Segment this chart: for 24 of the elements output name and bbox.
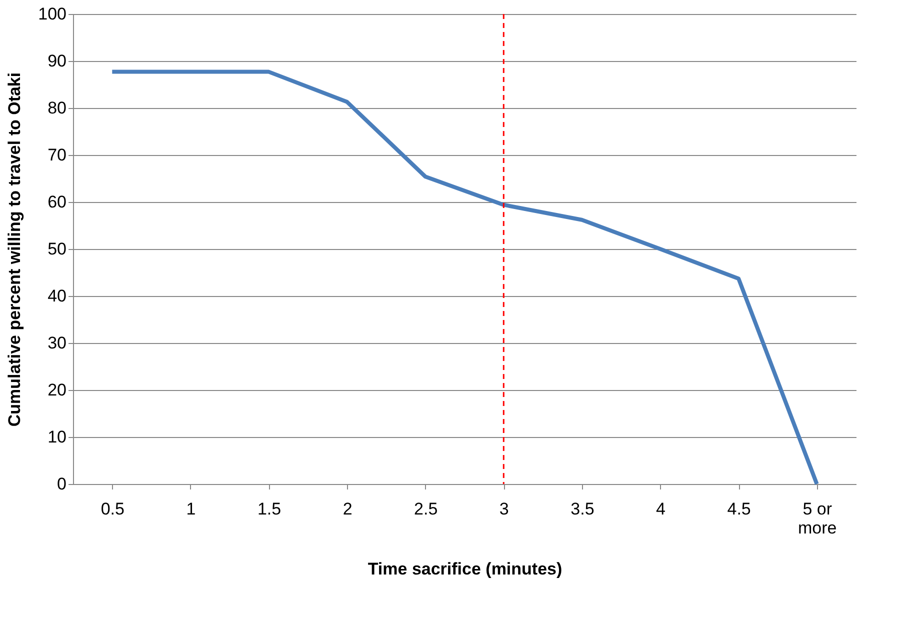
x-tick-label: 4: [656, 500, 666, 518]
y-tick-label: 100: [38, 4, 66, 24]
x-tick-label: 5 or more: [798, 500, 837, 538]
y-tick-label: 0: [57, 474, 66, 494]
y-tick-label: 10: [48, 428, 66, 446]
y-tick-label: 90: [48, 52, 66, 70]
x-tick-label: 2.5: [414, 500, 438, 518]
x-tick-label: 3: [499, 500, 509, 518]
x-tick-label: 2: [342, 500, 352, 518]
y-tick-label: 20: [48, 380, 66, 400]
y-tick-label: 80: [48, 98, 66, 118]
x-tick-label: 1.5: [257, 500, 282, 518]
x-axis-title: Time sacrifice (minutes): [368, 560, 562, 578]
y-tick-label: 40: [48, 286, 66, 306]
x-tick-label: 3.5: [570, 500, 594, 518]
y-tick-label: 70: [48, 146, 66, 164]
x-tick-label: 0.5: [100, 500, 124, 518]
y-tick-label: 30: [48, 334, 66, 352]
line-series: [110, 70, 819, 486]
y-tick-label: 60: [48, 192, 66, 212]
y-tick-label: 50: [48, 240, 66, 258]
x-tick-label: 4.5: [727, 500, 751, 518]
x-tick-label: 1: [186, 500, 196, 518]
y-axis-title: Cumulative percent willing to travel to Otaki: [5, 72, 24, 427]
